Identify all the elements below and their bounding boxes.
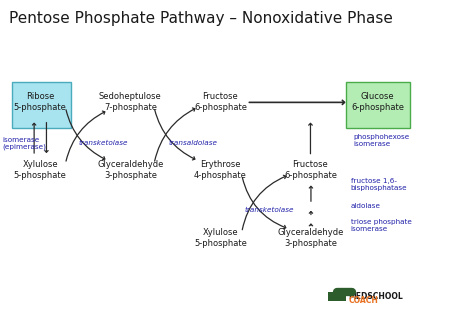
Text: Ribose
5-phosphate: Ribose 5-phosphate [14, 92, 67, 112]
Text: isomerase
(epimerase): isomerase (epimerase) [2, 137, 46, 150]
Text: Erythrose
4-phosphate: Erythrose 4-phosphate [194, 160, 247, 180]
Text: Fructose
6-phosphate: Fructose 6-phosphate [284, 160, 337, 180]
Text: Glucose
6-phosphate: Glucose 6-phosphate [351, 92, 404, 112]
Text: Pentose Phosphate Pathway – Nonoxidative Phase: Pentose Phosphate Pathway – Nonoxidative… [9, 11, 393, 26]
Text: Fructose
6-phosphate: Fructose 6-phosphate [194, 92, 247, 112]
Text: fructose 1,6-
bisphosphatase: fructose 1,6- bisphosphatase [351, 178, 407, 191]
Text: Glyceraldehyde
3-phosphate: Glyceraldehyde 3-phosphate [97, 160, 164, 180]
Text: COACH: COACH [348, 296, 378, 305]
Text: Sedoheptulose
7-phosphate: Sedoheptulose 7-phosphate [99, 92, 162, 112]
Text: phosphohexose
isomerase: phosphohexose isomerase [353, 134, 410, 147]
FancyBboxPatch shape [328, 292, 346, 301]
Text: MEDSCHOOL: MEDSCHOOL [348, 292, 403, 301]
Text: triose phosphate
isomerase: triose phosphate isomerase [351, 219, 411, 232]
Text: Xylulose
5-phosphate: Xylulose 5-phosphate [14, 160, 67, 180]
Text: transketolase: transketolase [244, 207, 293, 214]
FancyBboxPatch shape [346, 82, 410, 128]
Text: transaldolase: transaldolase [168, 140, 217, 146]
FancyBboxPatch shape [12, 82, 71, 128]
Text: Glyceraldehyde
3-phosphate: Glyceraldehyde 3-phosphate [277, 228, 344, 248]
Text: aldolase: aldolase [351, 203, 381, 209]
Text: transketolase: transketolase [78, 140, 128, 146]
Text: Xylulose
5-phosphate: Xylulose 5-phosphate [194, 228, 247, 248]
